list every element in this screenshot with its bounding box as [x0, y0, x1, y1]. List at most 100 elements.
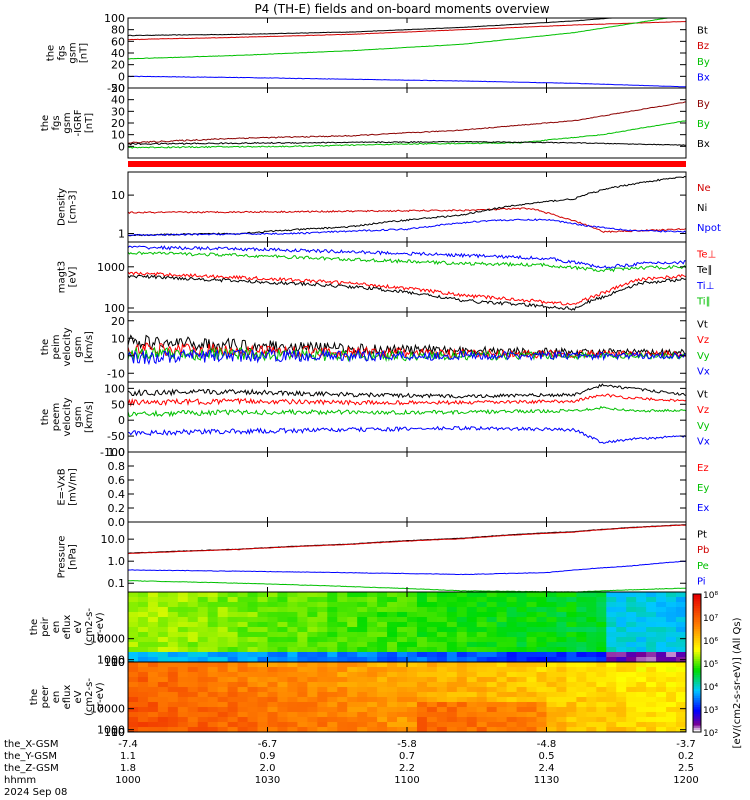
spectrogram-cell	[287, 642, 298, 648]
spectrogram-cell	[247, 697, 259, 703]
spectrogram-cell	[566, 617, 577, 623]
spectrogram-cell	[407, 722, 418, 728]
spectrogram-cell	[227, 652, 239, 658]
spectrogram-cell	[167, 662, 179, 668]
spectrogram-cell	[436, 702, 448, 708]
series-Bt	[127, 17, 686, 37]
spectrogram-cell	[486, 592, 498, 598]
spectrogram-cell	[347, 597, 358, 603]
spectrogram-cell	[257, 622, 268, 628]
spectrogram-cell	[466, 667, 478, 673]
spectrogram-cell	[377, 637, 388, 643]
spectrogram-cell	[526, 597, 538, 603]
spectrogram-cell	[426, 617, 438, 623]
y-tick-label: 100	[104, 382, 125, 395]
colorbar-step	[693, 600, 701, 604]
spectrogram-cell	[506, 697, 518, 703]
spectrogram-cell	[157, 692, 169, 698]
spectrogram-cell	[496, 717, 508, 723]
spectrogram-cell	[636, 627, 647, 633]
spectrogram-cell	[167, 597, 179, 603]
spectrogram-cell	[297, 632, 308, 638]
spectrogram-cell	[536, 607, 547, 613]
colorbar-step	[693, 681, 701, 685]
spectrogram-cell	[606, 667, 617, 673]
ylabel-line: the	[40, 409, 51, 425]
spectrogram-cell	[287, 607, 298, 613]
spectrogram-cell	[337, 592, 348, 598]
spectrogram-cell	[257, 662, 268, 668]
spectrogram-cell	[128, 637, 139, 643]
spectrogram-cell	[177, 607, 189, 613]
colorbar-step	[693, 598, 701, 602]
spectrogram-cell	[187, 617, 199, 623]
spectrogram-cell	[237, 622, 249, 628]
spectrogram-cell	[297, 702, 308, 708]
spectrogram-cell	[546, 672, 557, 678]
y-tick-label: 10	[111, 726, 125, 739]
spectrogram-cell	[626, 687, 637, 693]
spectrogram-cell	[596, 682, 607, 688]
spectrogram-cell	[466, 727, 478, 733]
spectrogram-cell	[626, 712, 637, 718]
spectrogram-cell	[596, 697, 607, 703]
spectrogram-cell	[177, 602, 189, 608]
spectrogram-cell	[177, 702, 189, 708]
spectrogram-cell	[616, 662, 627, 668]
spectrogram-cell	[536, 692, 547, 698]
spectrogram-cell	[167, 722, 179, 728]
spectrogram-cell	[187, 662, 199, 668]
spectrogram-cell	[137, 662, 149, 668]
spectrogram-cell	[556, 607, 567, 613]
y-tick-label: 1000	[97, 724, 125, 737]
spectrogram-cell	[516, 647, 528, 653]
spectrogram-cell	[337, 657, 348, 663]
spectrogram-cell	[167, 687, 179, 693]
spectrogram-cell	[656, 712, 667, 718]
spectrogram-cell	[416, 647, 428, 653]
spectrogram-cell	[167, 612, 179, 618]
spectrogram-cell	[247, 647, 259, 653]
spectrogram-cell	[626, 707, 637, 713]
spectrogram-cell	[656, 622, 667, 628]
spectrogram-cell	[207, 652, 219, 658]
spectrogram-cell	[566, 647, 577, 653]
spectrogram-cell	[277, 717, 288, 723]
spectrogram-cell	[227, 702, 239, 708]
spectrogram-cell	[307, 612, 318, 618]
spectrogram-cell	[147, 647, 159, 653]
spectrogram-cell	[416, 597, 428, 603]
spectrogram-cell	[526, 697, 538, 703]
spectrogram-cell	[546, 702, 557, 708]
spectrogram-cell	[626, 697, 637, 703]
spectrogram-cell	[147, 642, 159, 648]
spectrogram-cell	[207, 677, 219, 683]
y-tick-label: 0.8	[108, 460, 126, 473]
spectrogram-cell	[257, 652, 268, 658]
spectrogram-cell	[436, 622, 448, 628]
spectrogram-cell	[307, 617, 318, 623]
spectrogram-cell	[576, 722, 587, 728]
spectrogram-cell	[586, 692, 597, 698]
spectrogram-cell	[496, 722, 508, 728]
spectrogram-cell	[217, 687, 229, 693]
spectrogram-cell	[167, 642, 179, 648]
spectrogram-cell	[347, 642, 358, 648]
spectrogram-cell	[466, 597, 478, 603]
spectrogram-cell	[327, 672, 338, 678]
colorbar-step	[693, 607, 701, 611]
spectrogram-cell	[227, 712, 239, 718]
spectrogram-cell	[466, 692, 478, 698]
spectrogram-cell	[516, 612, 528, 618]
spectrogram-cell	[137, 672, 149, 678]
spectrogram-cell	[257, 727, 268, 733]
spectrogram-cell	[237, 697, 249, 703]
spectrogram-cell	[646, 712, 657, 718]
colorbar-step	[693, 644, 701, 648]
spectrogram-cell	[656, 687, 667, 693]
spectrogram-cell	[586, 647, 597, 653]
spectrogram-cell	[307, 702, 318, 708]
y-tick-label: 60	[111, 35, 125, 48]
